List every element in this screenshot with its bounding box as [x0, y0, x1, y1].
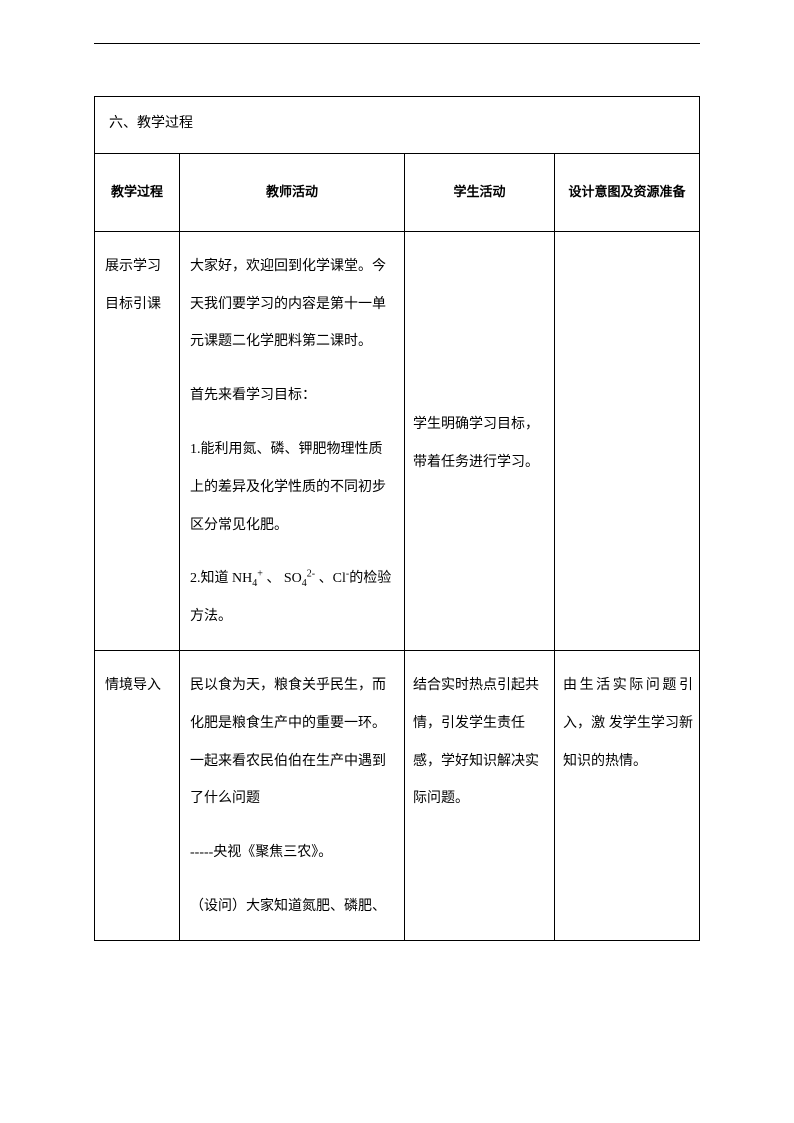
process-cell: 情境导入: [95, 651, 180, 941]
student-cell: 学生明确学习目标，带着任务进行学习。: [405, 231, 555, 650]
header-process: 教学过程: [95, 154, 180, 232]
section-title: 六、教学过程: [109, 116, 193, 131]
teacher-para: 大家好，欢迎回到化学课堂。今天我们要学习的内容是第十一单元课题二化学肥料第二课时…: [190, 248, 394, 361]
chem-text: 、Cl: [315, 571, 346, 586]
teacher-para: （设问）大家知道氮肥、磷肥、: [190, 888, 394, 926]
teacher-para: 1.能利用氮、磷、钾肥物理性质上的差异及化学性质的不同初步区分常见化肥。: [190, 431, 394, 544]
design-cell: [555, 231, 700, 650]
teacher-para: -----央视《聚焦三农》。: [190, 834, 394, 872]
table-row: 展示学习目标引课 大家好，欢迎回到化学课堂。今天我们要学习的内容是第十一单元课题…: [95, 231, 700, 650]
teacher-para: 民以食为天，粮食关乎民生，而化肥是粮食生产中的重要一环。一起来看农民伯伯在生产中…: [190, 667, 394, 818]
chem-sup: 2-: [307, 569, 315, 580]
header-design: 设计意图及资源准备: [555, 154, 700, 232]
teacher-cell: 大家好，欢迎回到化学课堂。今天我们要学习的内容是第十一单元课题二化学肥料第二课时…: [180, 231, 405, 650]
teacher-para-chemical: 2.知道 NH4+ 、 SO42- 、Cl-的检验方法。: [190, 560, 394, 636]
header-student: 学生活动: [405, 154, 555, 232]
section-title-cell: 六、教学过程: [95, 97, 700, 154]
header-divider: [94, 43, 700, 44]
chem-text: 2.知道 NH: [190, 571, 252, 586]
teaching-process-table: 六、教学过程 教学过程 教师活动 学生活动 设计意图及资源准备 展示学习目标引课…: [94, 96, 700, 941]
table-row: 情境导入 民以食为天，粮食关乎民生，而化肥是粮食生产中的重要一环。一起来看农民伯…: [95, 651, 700, 941]
process-cell: 展示学习目标引课: [95, 231, 180, 650]
chem-text: 、 SO: [263, 571, 302, 586]
student-cell: 结合实时热点引起共情，引发学生责任感，学好知识解决实际问题。: [405, 651, 555, 941]
teacher-para: 首先来看学习目标：: [190, 377, 394, 415]
design-cell: 由生活实际问题引入，激 发学生学习新知识的热情。: [555, 651, 700, 941]
header-teacher: 教师活动: [180, 154, 405, 232]
teacher-cell: 民以食为天，粮食关乎民生，而化肥是粮食生产中的重要一环。一起来看农民伯伯在生产中…: [180, 651, 405, 941]
